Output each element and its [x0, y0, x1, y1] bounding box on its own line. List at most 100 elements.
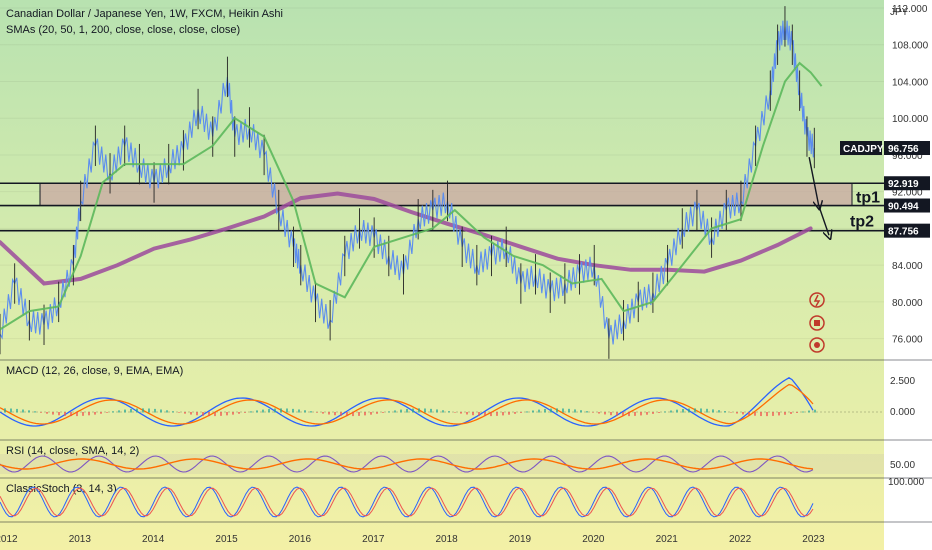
macd-histogram-bar: [304, 410, 306, 413]
macd-histogram-bar: [670, 410, 672, 413]
time-tick-label: 2013: [69, 534, 92, 545]
macd-histogram-bar: [52, 412, 54, 415]
macd-histogram-bar: [328, 412, 330, 415]
time-tick-label: 2014: [142, 534, 165, 545]
macd-histogram-bar: [592, 412, 594, 413]
macd-histogram-bar: [106, 412, 108, 413]
macd-histogram-bar: [220, 412, 222, 416]
macd-histogram-bar: [520, 412, 522, 413]
macd-histogram-bar: [604, 412, 606, 415]
macd-histogram-bar: [658, 412, 660, 413]
flash-icon-glyph: [813, 294, 821, 307]
projection-arrow-tp2: [818, 205, 829, 236]
macd-histogram-bar: [346, 412, 348, 417]
macd-histogram-bar: [634, 412, 636, 416]
level-tag-text: 90.494: [888, 202, 919, 213]
projection-arrow-tp1: [808, 157, 819, 205]
macd-histogram-bar: [244, 412, 246, 413]
macd-histogram-bar: [388, 411, 390, 413]
macd-histogram-bar: [568, 408, 570, 413]
price-tick-label: 108.000: [892, 41, 929, 52]
macd-histogram-bar: [448, 411, 450, 413]
macd-histogram-bar: [688, 408, 690, 413]
macd-histogram-bar: [784, 412, 786, 415]
macd-histogram-bar: [460, 412, 462, 414]
level-tag-text: 87.756: [888, 227, 919, 238]
panel-label: RSI (14, close, SMA, 14, 2): [6, 445, 139, 457]
macd-histogram-bar: [682, 409, 684, 413]
macd-histogram-bar: [532, 410, 534, 413]
macd-histogram-bar: [508, 412, 510, 415]
macd-histogram-bar: [334, 412, 336, 416]
macd-histogram-bar: [712, 409, 714, 413]
macd-histogram-bar: [298, 409, 300, 413]
sidebar-icons[interactable]: [809, 292, 825, 353]
macd-histogram-bar: [802, 411, 804, 413]
flash-icon[interactable]: [809, 292, 825, 308]
macd-histogram-bar: [232, 412, 234, 415]
macd-histogram-bar: [790, 412, 792, 414]
time-tick-label: 2018: [436, 534, 459, 545]
time-tick-label: 2016: [289, 534, 312, 545]
target-icon[interactable]: [809, 337, 825, 353]
target-label-tp2: tp2: [850, 214, 874, 231]
macd-histogram-bar: [154, 408, 156, 413]
macd-histogram-bar: [700, 408, 702, 413]
macd-histogram-bar: [70, 412, 72, 417]
macd-histogram-bar: [502, 412, 504, 416]
macd-histogram-bar: [64, 412, 66, 416]
macd-histogram-bar: [256, 410, 258, 413]
macd-histogram-bar: [778, 412, 780, 416]
target-icon-dot: [814, 342, 820, 348]
macd-histogram-bar: [430, 408, 432, 413]
macd-histogram-bar: [178, 412, 180, 413]
macd-histogram-bar: [718, 410, 720, 413]
macd-histogram-bar: [454, 412, 456, 413]
macd-histogram-bar: [754, 412, 756, 416]
price-tick-label: 112.000: [892, 4, 928, 15]
macd-histogram-bar: [526, 411, 528, 413]
macd-histogram-bar: [130, 408, 132, 413]
macd-histogram-bar: [748, 412, 750, 416]
macd-histogram-bar: [88, 412, 90, 416]
macd-histogram-bar: [622, 412, 624, 417]
macd-histogram-bar: [466, 412, 468, 415]
time-tick-label: 2017: [362, 534, 385, 545]
macd-histogram-bar: [442, 410, 444, 413]
macd-histogram-bar: [94, 412, 96, 415]
macd-histogram-bar: [694, 408, 696, 413]
macd-histogram-bar: [742, 412, 744, 415]
macd-histogram-bar: [226, 412, 228, 416]
time-tick-label: 2019: [509, 534, 532, 545]
macd-histogram-bar: [652, 412, 654, 414]
macd-histogram-bar: [406, 408, 408, 413]
macd-histogram-bar: [10, 408, 12, 413]
price-tick-label: 92.000: [892, 188, 923, 199]
macd-histogram-bar: [280, 408, 282, 413]
macd-histogram-bar: [586, 411, 588, 413]
macd-histogram-bar: [496, 412, 498, 416]
macd-histogram-bar: [382, 412, 384, 413]
flag-icon[interactable]: [809, 315, 825, 331]
macd-histogram-bar: [196, 412, 198, 416]
macd-histogram-bar: [574, 409, 576, 413]
price-tick-label: 76.000: [892, 335, 923, 346]
macd-histogram-bar: [214, 412, 216, 417]
level-tag-text: 92.919: [888, 179, 919, 190]
macd-histogram-bar: [118, 410, 120, 413]
macd-histogram-bar: [262, 409, 264, 413]
price-tick-label: 104.000: [892, 77, 929, 88]
panel-label: ClassicStoch (3, 14, 3): [6, 483, 117, 495]
macd-histogram-bar: [394, 410, 396, 413]
macd-histogram-bar: [250, 411, 252, 413]
sma-indicator-label: SMAs (20, 50, 1, 200, close, close, clos…: [6, 24, 240, 36]
time-tick-label: 2012: [0, 534, 18, 545]
macd-histogram-bar: [100, 412, 102, 414]
macd-histogram-bar: [76, 412, 78, 417]
time-tick-label: 2015: [215, 534, 238, 545]
macd-histogram-bar: [28, 410, 30, 413]
macd-histogram-bar: [772, 412, 774, 416]
macd-histogram-bar: [550, 408, 552, 413]
